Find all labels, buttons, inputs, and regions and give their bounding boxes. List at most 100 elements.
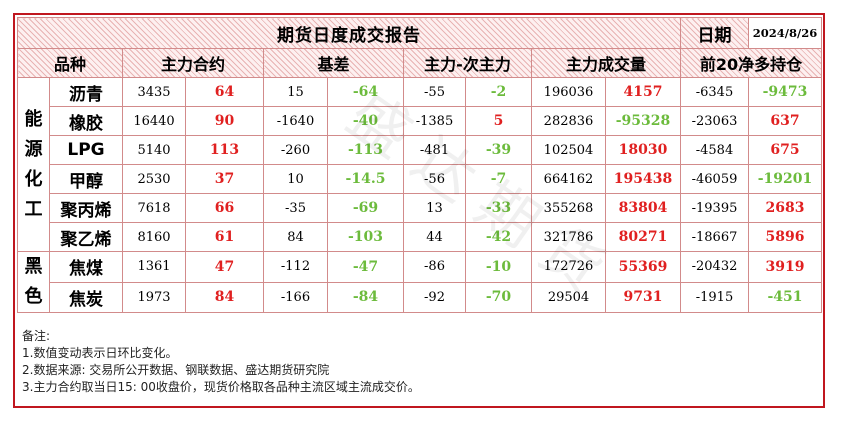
net-long-change: -451 (748, 281, 822, 313)
group-label-char: 色 (24, 286, 43, 307)
volume-change: 4157 (605, 77, 681, 107)
report-title: 期货日度成交报告 (17, 17, 681, 49)
spread-value: -86 (403, 251, 466, 283)
table-row: 焦炭 1973 84 -166 -84 -92 -70 29504 9731 -1915 -451 (18, 281, 822, 313)
spread-value: 13 (403, 193, 466, 223)
volume-change: 195438 (605, 164, 681, 194)
volume-value: 172726 (531, 251, 606, 283)
spread-value: -56 (403, 164, 466, 194)
volume-value: 282836 (531, 106, 606, 136)
volume-value: 29504 (531, 281, 606, 313)
basis-change: -14.5 (327, 164, 404, 194)
volume-value: 355268 (531, 193, 606, 223)
table-row: 聚丙烯 7618 66 -35 -69 13 -33 355268 83804 -19395 268… (18, 193, 822, 223)
main-price: 16440 (122, 106, 186, 136)
basis-change: -40 (327, 106, 404, 136)
volume-change: 18030 (605, 135, 681, 165)
basis-change: -113 (327, 135, 404, 165)
product-name: 聚丙烯 (49, 193, 123, 223)
spread-change: -7 (465, 164, 532, 194)
note-item: 1.数值变动表示日环比变化。 (22, 346, 178, 360)
basis-value: 10 (263, 164, 328, 194)
main-price: 5140 (122, 135, 186, 165)
basis-change: -64 (327, 77, 404, 107)
group-label: 黑色 (17, 251, 50, 313)
main-change: 64 (185, 77, 264, 107)
spread-value: -55 (403, 77, 466, 107)
notes-title: 备注: (22, 329, 51, 343)
net-long-change: 675 (748, 135, 822, 165)
spread-value: -1385 (403, 106, 466, 136)
product-name: 焦炭 (49, 281, 123, 313)
basis-value: -112 (263, 251, 328, 283)
table-row: 橡胶 16440 90 -1640 -40 -1385 5 282836 -95328 -2306… (18, 106, 822, 136)
net-long-change: -9473 (748, 77, 822, 107)
net-long-value: -20432 (680, 251, 749, 283)
table-row: 黑色焦煤 1361 47 -112 -47 -86 -10 172726 55369 -20432… (17, 251, 822, 313)
spread-change: -10 (465, 251, 532, 283)
main-price: 1361 (122, 251, 186, 283)
net-long-change: 2683 (748, 193, 822, 223)
group-label-char: 能 (24, 108, 43, 130)
product-name: 甲醇 (49, 164, 123, 194)
main-price: 1973 (122, 281, 186, 313)
group-label-char: 源 (24, 138, 43, 160)
basis-change: -84 (327, 281, 404, 313)
net-long-change: 5896 (748, 222, 822, 252)
basis-change: -47 (327, 251, 404, 283)
product-name: 橡胶 (49, 106, 123, 136)
spread-value: 44 (403, 222, 466, 252)
spread-change: -2 (465, 77, 532, 107)
group-label-char: 工 (24, 198, 43, 220)
net-long-value: -4584 (680, 135, 749, 165)
main-change: 84 (185, 281, 264, 313)
main-change: 37 (185, 164, 264, 194)
notes: 备注: 1.数值变动表示日环比变化。 2.数据来源: 交易所公开数据、钢联数据、… (22, 328, 812, 396)
spread-change: -70 (465, 281, 532, 313)
header-net-long: 前20净多持仓 (680, 48, 822, 78)
basis-value: -35 (263, 193, 328, 223)
header-spread: 主力-次主力 (403, 48, 532, 78)
table-row: LPG 5140 113 -260 -113 -481 -39 102504 18030 -458… (18, 135, 822, 165)
report-table: 期货日度成交报告 日期 2024/8/26 品种 主力合约 基差 主力-次主力 … (17, 17, 822, 313)
spread-change: 5 (465, 106, 532, 136)
product-name: 聚乙烯 (49, 222, 123, 252)
net-long-value: -46059 (680, 164, 749, 194)
spread-change: -39 (465, 135, 532, 165)
note-item: 3.主力合约取当日15: 00收盘价，现货价格取各品种主流区域主流成交价。 (22, 380, 420, 394)
spread-change: -42 (465, 222, 532, 252)
product-name: 焦煤 (49, 251, 123, 283)
volume-change: 9731 (605, 281, 681, 313)
volume-value: 102504 (531, 135, 606, 165)
main-change: 61 (185, 222, 264, 252)
group-label-char: 化 (24, 168, 43, 190)
volume-value: 664162 (531, 164, 606, 194)
main-price: 2530 (122, 164, 186, 194)
volume-value: 196036 (531, 77, 606, 107)
net-long-change: 3919 (748, 251, 822, 283)
title-row: 期货日度成交报告 日期 2024/8/26 (17, 17, 822, 49)
net-long-value: -23063 (680, 106, 749, 136)
header-row: 品种 主力合约 基差 主力-次主力 主力成交量 前20净多持仓 (17, 48, 822, 78)
net-long-change: 637 (748, 106, 822, 136)
net-long-value: -1915 (680, 281, 749, 313)
volume-change: -95328 (605, 106, 681, 136)
product-name: 沥青 (49, 77, 123, 107)
product-name: LPG (49, 135, 123, 165)
table-row: 能源化工沥青 3435 64 15 -64 -55 -2 196036 4157 -6345 -94… (17, 77, 822, 252)
net-long-value: -6345 (680, 77, 749, 107)
main-price: 3435 (122, 77, 186, 107)
group-label: 能源化工 (17, 77, 50, 252)
basis-value: -166 (263, 281, 328, 313)
spread-value: -481 (403, 135, 466, 165)
table-row: 聚乙烯 8160 61 84 -103 44 -42 321786 80271 -18667 589… (18, 222, 822, 252)
group-label-char: 黑 (24, 256, 43, 277)
net-long-value: -18667 (680, 222, 749, 252)
volume-value: 321786 (531, 222, 606, 252)
header-volume: 主力成交量 (531, 48, 681, 78)
main-price: 8160 (122, 222, 186, 252)
header-main-contract: 主力合约 (122, 48, 264, 78)
volume-change: 55369 (605, 251, 681, 283)
date-label: 日期 (680, 17, 749, 49)
spread-change: -33 (465, 193, 532, 223)
